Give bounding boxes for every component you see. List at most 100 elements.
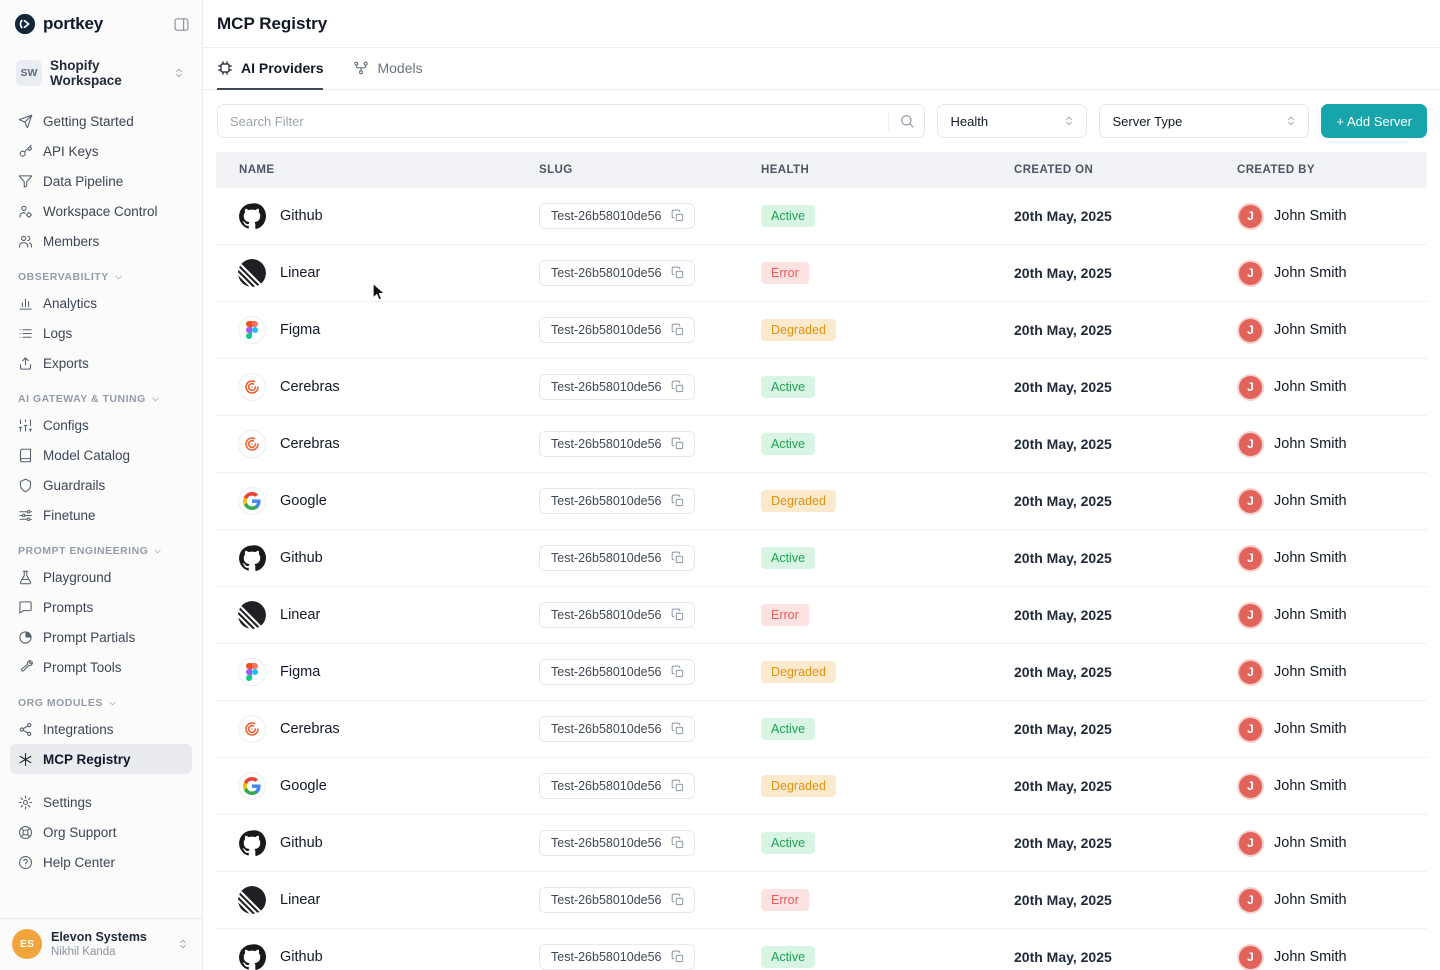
sidebar-item-getting-started[interactable]: Getting Started — [10, 106, 192, 136]
portkey-logo[interactable]: portkey — [14, 13, 103, 35]
nav-section-header-prompt-engineering[interactable]: PROMPT ENGINEERING — [10, 545, 192, 557]
sidebar-header: portkey — [0, 0, 202, 48]
created-by-name: John Smith — [1274, 550, 1347, 566]
copy-icon[interactable] — [671, 665, 685, 679]
table-row[interactable]: Figma Test-26b58010de56 Degraded 20th May, … — [216, 644, 1427, 701]
copy-icon[interactable] — [671, 551, 685, 565]
sidebar-item-workspace-control[interactable]: Workspace Control — [10, 196, 192, 226]
created-on: 20th May, 2025 — [1014, 607, 1112, 623]
nav-section-header-org-modules[interactable]: ORG MODULES — [10, 697, 192, 709]
sidebar-item-guardrails[interactable]: Guardrails — [10, 470, 192, 500]
nav-section-header-observability[interactable]: OBSERVABILITY — [10, 271, 192, 283]
table-row[interactable]: Cerebras Test-26b58010de56 Active 20th May,… — [216, 359, 1427, 416]
tab-ai-providers[interactable]: AI Providers — [217, 48, 324, 90]
server-name: Github — [280, 550, 323, 566]
account-switcher[interactable]: ES Elevon Systems Nikhil Kanda — [0, 917, 202, 970]
nav-section-header-ai-gateway-tuning[interactable]: AI GATEWAY & TUNING — [10, 393, 192, 405]
table-row[interactable]: Github Test-26b58010de56 Active 20th May, 2… — [216, 815, 1427, 872]
sidebar-item-label: Org Support — [43, 824, 117, 840]
copy-icon[interactable] — [671, 380, 685, 394]
sidebar-item-label: Analytics — [43, 295, 98, 311]
workspace-avatar: SW — [16, 60, 42, 86]
workspace-selector[interactable]: SW Shopify Workspace — [8, 52, 194, 94]
table-row[interactable]: Cerebras Test-26b58010de56 Active 20th May,… — [216, 416, 1427, 473]
copy-icon[interactable] — [671, 608, 685, 622]
sidebar-item-label: Finetune — [43, 507, 96, 523]
created-on: 20th May, 2025 — [1014, 550, 1112, 566]
add-server-button[interactable]: + Add Server — [1321, 104, 1427, 138]
copy-icon[interactable] — [671, 722, 685, 736]
table-row[interactable]: Linear Test-26b58010de56 Error 20th May, 20… — [216, 587, 1427, 644]
created-by-name: John Smith — [1274, 493, 1347, 509]
table-row[interactable]: Linear Test-26b58010de56 Error 20th May, 20… — [216, 245, 1427, 302]
copy-icon[interactable] — [671, 893, 685, 907]
table-row[interactable]: Google Test-26b58010de56 Degraded 20th May,… — [216, 473, 1427, 530]
sidebar-nav: Getting Started API Keys Data Pipeline Work… — [0, 94, 202, 918]
sidebar-item-data-pipeline[interactable]: Data Pipeline — [10, 166, 192, 196]
search-input[interactable] — [218, 113, 889, 129]
copy-icon[interactable] — [671, 266, 685, 280]
copy-icon[interactable] — [671, 836, 685, 850]
sidebar-item-playground[interactable]: Playground — [10, 562, 192, 592]
key-icon — [18, 144, 33, 159]
server-name: Cerebras — [280, 379, 340, 395]
linear-logo-icon — [238, 259, 266, 287]
chevrons-up-down-icon — [1062, 114, 1076, 128]
sidebar-item-exports[interactable]: Exports — [10, 348, 192, 378]
sidebar-item-integrations[interactable]: Integrations — [10, 714, 192, 744]
copy-icon[interactable] — [671, 779, 685, 793]
copy-icon[interactable] — [671, 950, 685, 964]
google-logo-icon — [238, 487, 266, 515]
server-name: Cerebras — [280, 721, 340, 737]
user-avatar: J — [1237, 487, 1264, 515]
slug-pill: Test-26b58010de56 — [539, 545, 695, 571]
health-badge: Active — [761, 547, 816, 569]
sidebar-item-members[interactable]: Members — [10, 226, 192, 256]
sidebar-item-api-keys[interactable]: API Keys — [10, 136, 192, 166]
sidebar-item-finetune[interactable]: Finetune — [10, 500, 192, 530]
created-by-name: John Smith — [1274, 265, 1347, 281]
tab-models[interactable]: Models — [353, 48, 423, 90]
sidebar-item-org-support[interactable]: Org Support — [10, 817, 192, 847]
table-header: NAME SLUG HEALTH CREATED ON CREATED BY — [216, 152, 1427, 188]
pipeline-icon — [18, 174, 33, 189]
copy-icon[interactable] — [671, 437, 685, 451]
sidebar-item-prompt-partials[interactable]: Prompt Partials — [10, 622, 192, 652]
slug-text: Test-26b58010de56 — [551, 494, 662, 508]
linear-logo-icon — [238, 886, 266, 914]
sidebar-collapse-icon[interactable] — [173, 16, 190, 33]
sidebar-item-mcp-registry[interactable]: MCP Registry — [10, 744, 192, 774]
table-row[interactable]: Github Test-26b58010de56 Active 20th May, 2… — [216, 929, 1427, 970]
finetune-icon — [18, 508, 33, 523]
nav-section-label: OBSERVABILITY — [18, 271, 109, 283]
search-icon[interactable] — [888, 111, 924, 131]
sidebar-item-label: Prompt Partials — [43, 629, 136, 645]
copy-icon[interactable] — [671, 494, 685, 508]
table-row[interactable]: Github Test-26b58010de56 Active 20th May, 2… — [216, 188, 1427, 245]
table-row[interactable]: Linear Test-26b58010de56 Error 20th May, 20… — [216, 872, 1427, 929]
slug-text: Test-26b58010de56 — [551, 437, 662, 451]
sidebar-item-help-center[interactable]: Help Center — [10, 847, 192, 877]
sidebar-item-configs[interactable]: Configs — [10, 410, 192, 440]
slug-pill: Test-26b58010de56 — [539, 317, 695, 343]
column-header-created-on: CREATED ON — [1014, 164, 1094, 176]
sidebar-item-prompts[interactable]: Prompts — [10, 592, 192, 622]
table-row[interactable]: Github Test-26b58010de56 Active 20th May, 2… — [216, 530, 1427, 587]
configs-icon — [18, 418, 33, 433]
table-row[interactable]: Figma Test-26b58010de56 Degraded 20th May, … — [216, 302, 1427, 359]
slug-text: Test-26b58010de56 — [551, 323, 662, 337]
logs-icon — [18, 326, 33, 341]
sidebar-item-prompt-tools[interactable]: Prompt Tools — [10, 652, 192, 682]
sidebar-item-model-catalog[interactable]: Model Catalog — [10, 440, 192, 470]
table-row[interactable]: Google Test-26b58010de56 Degraded 20th May,… — [216, 758, 1427, 815]
server-type-filter-select[interactable]: Server Type — [1099, 104, 1310, 138]
copy-icon[interactable] — [671, 209, 685, 223]
table-row[interactable]: Cerebras Test-26b58010de56 Active 20th May,… — [216, 701, 1427, 758]
sidebar-item-analytics[interactable]: Analytics — [10, 288, 192, 318]
sidebar-item-settings[interactable]: Settings — [10, 787, 192, 817]
copy-icon[interactable] — [671, 323, 685, 337]
health-filter-select[interactable]: Health — [937, 104, 1088, 138]
linear-logo-icon — [238, 601, 266, 629]
sidebar-item-logs[interactable]: Logs — [10, 318, 192, 348]
